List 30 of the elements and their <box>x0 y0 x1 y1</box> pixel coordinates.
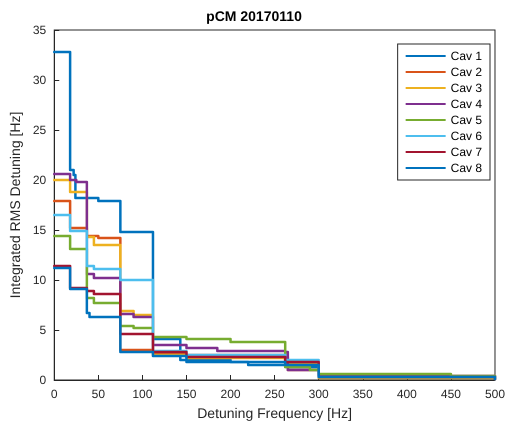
x-tick-label: 500 <box>484 387 506 401</box>
x-tick-label: 100 <box>132 387 153 401</box>
y-tick-label: 10 <box>32 273 47 287</box>
legend-label: Cav 1 <box>450 49 482 63</box>
x-tick-label: 350 <box>352 387 374 401</box>
y-tick-label: 15 <box>32 223 47 237</box>
y-tick-label: 0 <box>40 373 47 387</box>
legend-label: Cav 7 <box>450 145 482 159</box>
y-axis-title: Integrated RMS Detuning [Hz] <box>7 112 23 298</box>
x-tick-label: 250 <box>264 387 285 401</box>
y-tick-label: 5 <box>40 323 47 337</box>
y-tick-label: 20 <box>32 173 47 187</box>
x-tick-label: 400 <box>396 387 418 401</box>
legend-label: Cav 5 <box>450 113 482 127</box>
x-tick-label: 450 <box>440 387 462 401</box>
x-tick-label: 0 <box>50 387 58 401</box>
y-tick-label: 35 <box>32 23 47 37</box>
legend-label: Cav 6 <box>450 129 482 143</box>
legend-label: Cav 3 <box>450 81 482 95</box>
x-tick-label: 200 <box>220 387 241 401</box>
y-tick-label: 25 <box>32 123 47 137</box>
x-tick-label: 150 <box>176 387 197 401</box>
y-tick-label: 30 <box>32 73 47 87</box>
x-tick-label: 50 <box>92 387 106 401</box>
legend-label: Cav 8 <box>450 161 482 175</box>
x-tick-label: 300 <box>308 387 330 401</box>
legend-label: Cav 4 <box>450 97 482 111</box>
chart-title: pCM 20170110 <box>206 8 302 24</box>
legend-label: Cav 2 <box>450 65 482 79</box>
x-axis-title: Detuning Frequency [Hz] <box>197 405 352 421</box>
